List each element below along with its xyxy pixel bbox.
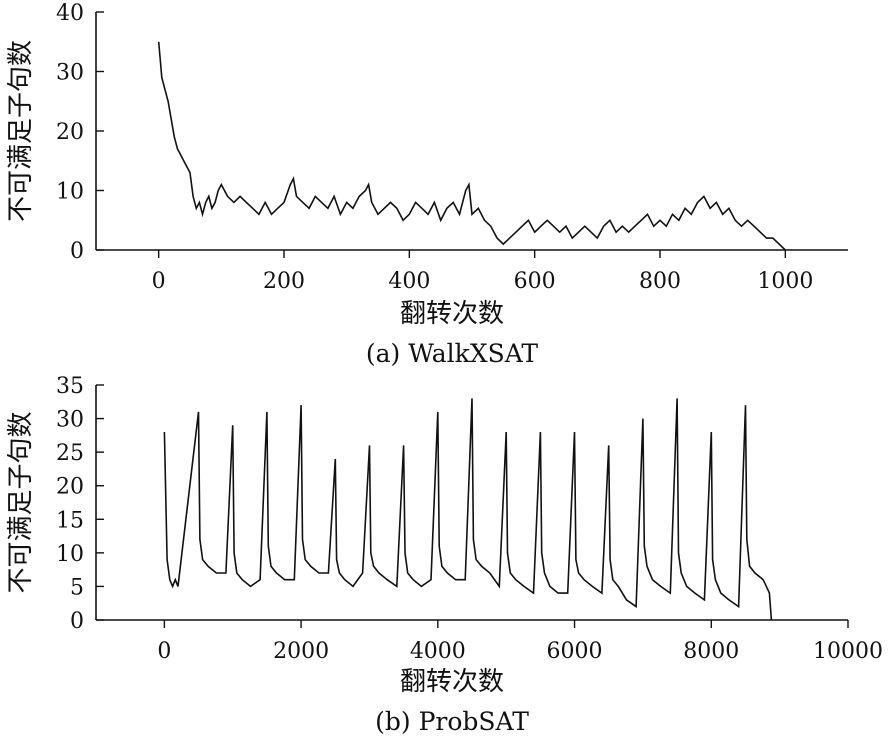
x-tick-label: 600: [514, 269, 556, 294]
y-tick-label: 35: [56, 374, 84, 399]
y-axis-title: 不可满足子句数: [6, 411, 36, 593]
y-tick-label: 40: [56, 1, 84, 26]
x-tick-label: 400: [388, 269, 430, 294]
series-line-0: [157, 41, 786, 251]
x-tick-label: 200: [263, 269, 305, 294]
x-tick-label: 6000: [547, 639, 603, 664]
y-tick-label: 20: [56, 120, 84, 145]
y-tick-label: 30: [56, 408, 84, 433]
chart-probsat: 0 5 10 15 20 25 30 35 0 2000 4000 6000 8000 10000 翻转次数…: [6, 374, 883, 736]
y-tick-label: 10: [56, 542, 84, 567]
chart-caption: (a) WalkXSAT: [366, 339, 539, 368]
y-tick-label: 0: [70, 239, 84, 264]
x-tick-label: 4000: [410, 639, 466, 664]
y-tick-label: 5: [70, 575, 84, 600]
chart-caption: (b) ProbSAT: [375, 707, 529, 736]
y-tick-label: 0: [70, 609, 84, 634]
x-tick-label: 10000: [813, 639, 883, 664]
y-tick-label: 10: [56, 180, 84, 205]
x-tick-label: 0: [152, 269, 166, 294]
x-axis-title: 翻转次数: [400, 299, 504, 329]
x-tick-label: 0: [157, 639, 171, 664]
x-axis-title: 翻转次数: [400, 667, 504, 697]
y-tick-label: 15: [56, 508, 84, 533]
y-tick-label: 30: [56, 61, 84, 86]
x-tick-label: 8000: [683, 639, 739, 664]
y-axis-title: 不可满足子句数: [6, 40, 36, 222]
y-tick-label: 25: [56, 441, 84, 466]
y-tick-label: 20: [56, 475, 84, 500]
x-tick-label: 1000: [757, 269, 813, 294]
x-tick-label: 800: [639, 269, 681, 294]
x-tick-label: 2000: [273, 639, 329, 664]
series-line-0: [163, 398, 773, 621]
